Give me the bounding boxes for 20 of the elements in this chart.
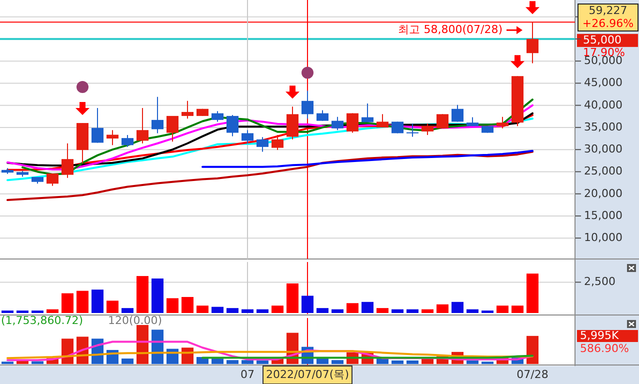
y-tick-label: 25,000 — [584, 164, 622, 178]
annotation: 120(0.00) — [108, 314, 162, 328]
y-tick-label: 45,000 — [584, 76, 622, 90]
y-tick-label: 40,000 — [584, 98, 622, 112]
text: +26.96% — [582, 17, 634, 30]
ref-line-label: 55,000 — [583, 33, 622, 46]
y-tick-label: 15,000 — [584, 208, 622, 222]
y-tick-label: 20,000 — [584, 186, 622, 200]
y-tick-label: 10,000 — [584, 231, 622, 244]
x-tick-label: 2022/07/07(목) — [266, 368, 349, 382]
x-tick-label: 07/28 — [516, 368, 548, 382]
y-tick-label: 2,500 — [584, 275, 616, 288]
y-tick-label: 35,000 — [584, 120, 622, 134]
annotation: (1,753,860.72) — [1, 314, 84, 328]
text: 5,995K — [580, 329, 620, 342]
text: 586.90% — [580, 342, 629, 356]
annotation: 최고 58,800(07/28) — [398, 23, 502, 36]
y-tick-label: 30,000 — [584, 142, 622, 156]
x-tick-label: 07 — [240, 368, 254, 382]
text: 59,227 — [588, 4, 628, 18]
